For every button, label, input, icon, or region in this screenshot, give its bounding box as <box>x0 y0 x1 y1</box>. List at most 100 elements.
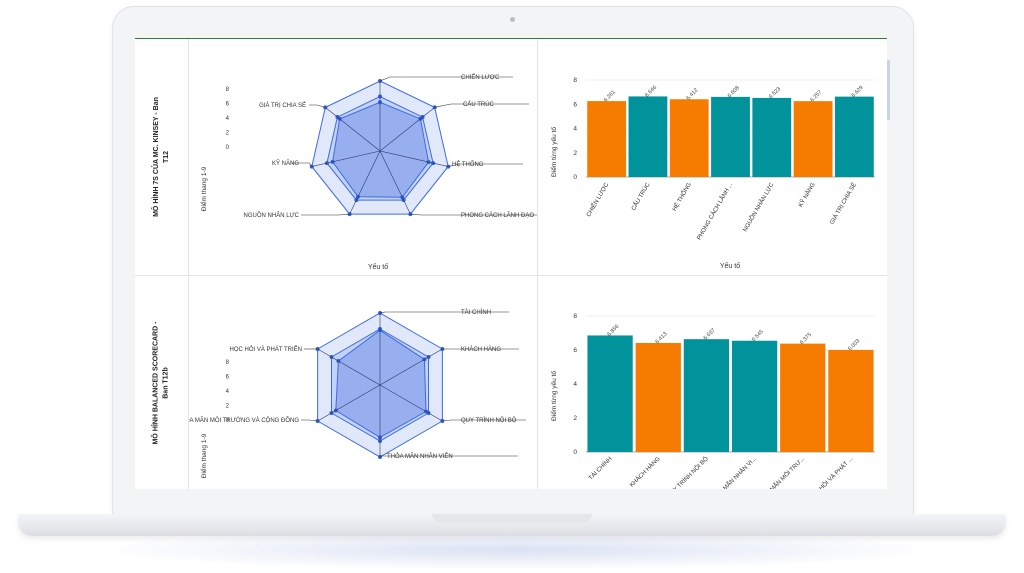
radar-leader-line <box>442 419 526 422</box>
bar-x-label: Yếu tố <box>720 261 740 270</box>
bar-tick-label: 4 <box>573 126 577 133</box>
radar-leader-line <box>301 419 318 422</box>
radar-category-label: QUY TRÌNH NỘI BỘ <box>461 417 517 424</box>
radar-leader-line <box>301 213 350 216</box>
bar <box>587 101 627 177</box>
radar-category-label: HỌC HỎI VÀ PHÁT TRIỂN <box>230 346 302 353</box>
bar-category-label: KHÁCH HÀNG <box>628 455 661 488</box>
row-divider <box>135 275 887 276</box>
radar-category-label: THỎA MÃN MÔI TRƯỜNG VÀ CỘNG ĐỒNG <box>189 417 299 424</box>
radar-leader-line <box>434 103 529 108</box>
bar-category-label: HỆ THỐNG <box>670 181 693 213</box>
radar-spoke <box>379 150 449 167</box>
radar-axis-label: Điểm thang 1-9 <box>200 166 208 211</box>
column-divider <box>537 39 538 489</box>
bar <box>628 96 668 177</box>
radar-spoke <box>379 384 443 422</box>
bar <box>828 349 874 452</box>
bar <box>793 101 833 177</box>
bar-y-label: Điểm từng yếu tố <box>549 371 558 421</box>
radar-tick-label: 6 <box>226 375 230 381</box>
radar-tick-label: 8 <box>226 360 230 366</box>
radar-tick-label: 0 <box>226 418 230 424</box>
bar <box>752 97 792 177</box>
radar-spoke <box>317 384 381 422</box>
bar-tick-label: 8 <box>573 313 577 320</box>
bar-category-label: QUY TRÌNH NỘI BỘ <box>666 455 710 489</box>
bar-category-label: NGUỒN NHÂN LỰC <box>742 181 776 233</box>
bar <box>834 96 874 177</box>
bar-category-label: THỎA MÃN MÔI TRƯ... <box>756 455 806 489</box>
bar-tick-label: 0 <box>573 449 577 456</box>
radar-tick-label: 0 <box>226 145 230 151</box>
radar-leader-line <box>379 455 518 458</box>
bar-tick-label: 4 <box>573 381 577 388</box>
laptop-notch <box>432 514 592 523</box>
bar-tick-label: 0 <box>573 174 577 181</box>
device-shadow <box>90 530 940 570</box>
radar-category-label: KHÁCH HÀNG <box>461 346 501 353</box>
radar-spoke <box>311 150 381 167</box>
bar-tick-label: 6 <box>573 101 577 108</box>
radar-spoke <box>317 348 381 386</box>
radar-spoke <box>349 150 381 215</box>
bar-tick-label: 2 <box>573 150 577 157</box>
radar-tick-label: 2 <box>226 131 230 137</box>
bar <box>780 343 826 452</box>
bar-category-label: PHONG CÁCH LÃNH ... <box>696 181 735 241</box>
radar-leader-line <box>309 104 326 108</box>
radar-category-label: KỸ NĂNG <box>272 160 299 167</box>
camera-dot <box>510 17 515 22</box>
radar-axis-label: Điểm thang 1-9 <box>200 433 208 478</box>
bar-tick-label: 2 <box>573 415 577 422</box>
radar-category-label: PHONG CÁCH LÃNH ĐẠO <box>461 212 534 219</box>
radar-tick-label: 4 <box>226 389 230 395</box>
radar-tick-label: 4 <box>226 116 230 122</box>
radar-tick-label: 8 <box>226 87 230 93</box>
radar-category-label: THỎA MÃN NHÂN VIÊN <box>387 452 453 460</box>
radar-leader-line <box>379 311 509 314</box>
bar-tick-label: 6 <box>573 347 577 354</box>
bar-tick-label: 8 <box>573 77 577 84</box>
bar <box>731 340 778 452</box>
laptop-base <box>18 514 1006 536</box>
bar <box>669 99 709 177</box>
bar <box>711 96 750 177</box>
radar-category-label: GIÁ TRỊ CHIA SẺ <box>259 102 306 109</box>
radar-category-label: CHIẾN LƯỢC <box>461 74 500 81</box>
bar-category-label: THỎA MÃN NHÂN VI... <box>709 455 758 489</box>
scrollbar[interactable] <box>887 60 890 120</box>
radar-spoke <box>379 107 435 152</box>
radar-spoke <box>379 150 411 215</box>
bar <box>587 335 633 452</box>
bar-category-label: GIÁ TRỊ CHIA SẺ <box>829 182 859 226</box>
bar-category-label: CẤU TRÚC <box>630 181 652 212</box>
bar <box>683 339 730 452</box>
radar-spoke <box>325 107 381 152</box>
radar-spoke <box>379 348 443 386</box>
bar-category-label: HỌC HỎI VÀ PHÁT ... <box>807 455 854 489</box>
row-label-bsc: MÔ HÌNH BALANCED SCORECARD - Ban T12b <box>135 276 189 489</box>
radar-category-label: TÀI CHÍNH <box>461 309 491 316</box>
bar-category-label: KỸ NĂNG <box>797 181 817 208</box>
row-label-7s: MÔ HÌNH 7S CỦA MC. KINSEY - Ban T12 <box>135 39 189 275</box>
bar-category-label: CHIẾN LƯỢC <box>585 181 611 218</box>
radar-leader-line <box>291 162 312 167</box>
radar-category-label: HỆ THỐNG <box>452 160 484 168</box>
radar-tick-label: 2 <box>226 404 230 410</box>
bar-y-label: Điểm từng yếu tố <box>549 127 558 177</box>
radar-category-label: NGUỒN NHÂN LỰC <box>244 212 300 219</box>
radar-leader-line <box>410 213 537 216</box>
radar-leader-line <box>379 76 513 82</box>
radar-chart-bsc: TÀI CHÍNH KHÁCH HÀNG QUY TRÌNH NỘI BỘ THỎA … <box>189 309 526 478</box>
bar <box>635 342 681 452</box>
radar-category-label: CẤU TRÚC <box>463 101 495 108</box>
bar-category-label: TÀI CHÍNH <box>587 455 613 481</box>
radar-series-2 <box>332 101 430 198</box>
radar-leader-line <box>448 163 523 167</box>
radar-tick-label: 6 <box>226 102 230 108</box>
radar-x-label: Yếu tố <box>368 262 388 271</box>
radar-chart-7s: CHIẾN LƯỢC CẤU TRÚC HỆ THỐNG PHONG CÁCH LÃN… <box>200 74 537 271</box>
